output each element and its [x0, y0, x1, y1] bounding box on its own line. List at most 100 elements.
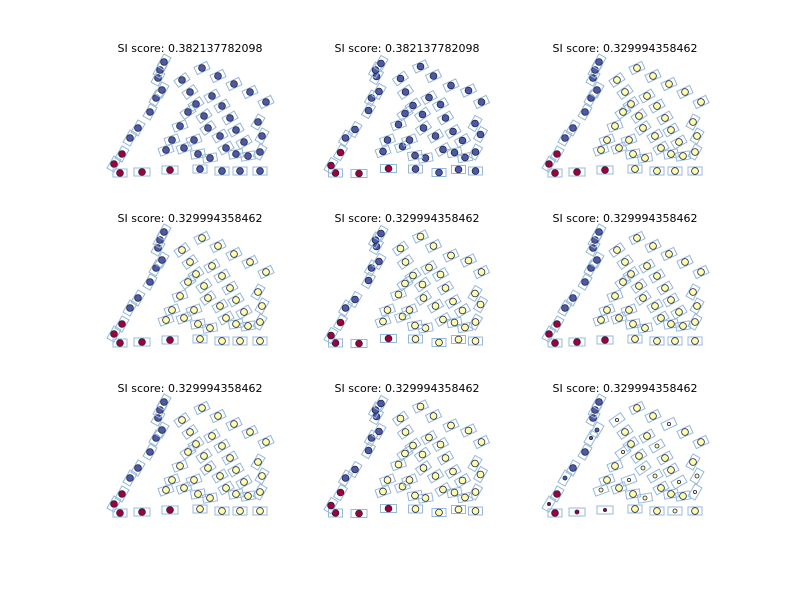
feature-box [646, 468, 664, 484]
data-point [631, 165, 639, 173]
data-point [619, 108, 627, 116]
feature-box [179, 104, 197, 120]
feature-box [444, 293, 462, 310]
feature-box [638, 88, 656, 104]
feature-box [189, 148, 207, 160]
data-point [661, 114, 669, 122]
data-point [158, 86, 166, 94]
data-point [425, 433, 433, 442]
data-point [551, 509, 559, 517]
data-point [653, 167, 661, 175]
data-point [118, 320, 126, 328]
data-point [166, 506, 174, 514]
feature-box [577, 443, 593, 461]
panel-5: SI score: 0.329994358462 [323, 212, 491, 348]
data-point [256, 148, 264, 156]
feature-box [133, 167, 151, 177]
feature-box [620, 473, 638, 487]
data-point [419, 294, 428, 302]
feature-box [211, 468, 229, 484]
data-point [134, 464, 142, 472]
data-point [476, 470, 485, 479]
data-point [694, 473, 700, 479]
feature-box [400, 473, 419, 487]
data-point [416, 62, 425, 71]
data-point [384, 164, 393, 173]
data-point [471, 148, 480, 156]
data-point [200, 112, 208, 120]
data-point [236, 337, 244, 345]
feature-box [371, 422, 387, 441]
data-point [621, 258, 629, 266]
data-point [611, 122, 619, 130]
feature-box [628, 230, 646, 246]
data-point [657, 314, 665, 322]
feature-box [453, 472, 472, 489]
feature-box [606, 119, 624, 133]
feature-box [648, 98, 666, 114]
data-point [643, 92, 651, 100]
feature-box [227, 148, 245, 160]
feature-box [451, 165, 466, 174]
feature-box [161, 335, 179, 345]
data-point [327, 501, 335, 510]
feature-box [192, 504, 208, 514]
data-point [240, 308, 248, 316]
feature-box [408, 164, 423, 174]
feature-box [467, 454, 483, 473]
feature-box [689, 297, 705, 315]
data-point [439, 145, 447, 154]
data-point [336, 318, 345, 327]
feature-box [406, 489, 424, 502]
feature-box [446, 146, 463, 159]
feature-box [549, 315, 565, 333]
feature-box [227, 462, 245, 478]
data-point [176, 122, 184, 130]
data-point [178, 76, 186, 84]
feature-box [227, 122, 245, 138]
data-point [689, 288, 697, 296]
feature-box [614, 104, 632, 120]
feature-box [195, 278, 213, 294]
feature-box [557, 299, 573, 317]
data-point [192, 440, 200, 448]
feature-box [400, 303, 419, 317]
feature-box [232, 506, 248, 516]
feature-box [214, 166, 230, 176]
data-point [401, 449, 409, 458]
data-point [454, 335, 463, 344]
feature-box [227, 488, 245, 500]
data-point [331, 339, 340, 347]
data-point [454, 505, 463, 514]
feature-box [374, 144, 392, 159]
data-point [168, 476, 176, 484]
data-point [379, 147, 387, 156]
data-point [110, 330, 118, 338]
data-point [621, 88, 629, 96]
data-point [409, 101, 417, 110]
data-point [118, 490, 126, 498]
data-point [186, 88, 194, 96]
feature-box [189, 318, 207, 330]
data-point [184, 108, 192, 116]
feature-box [408, 334, 423, 344]
data-point [569, 294, 577, 302]
data-point [232, 320, 240, 328]
feature-box [328, 168, 343, 178]
feature-box [187, 266, 205, 282]
data-point [256, 488, 264, 496]
panel-title: SI score: 0.382137782098 [118, 42, 263, 55]
data-point [256, 318, 264, 326]
data-point [627, 100, 635, 108]
data-point [160, 228, 168, 236]
data-point [208, 92, 216, 100]
feature-box [568, 337, 586, 347]
data-point [436, 440, 445, 449]
feature-box [622, 96, 640, 112]
data-point [416, 402, 425, 411]
feature-box [644, 68, 662, 84]
panels-grid: SI score: 0.382137782098 SI score: 0.3821… [106, 42, 710, 518]
data-point [258, 302, 266, 310]
data-point [419, 464, 428, 472]
feature-box [414, 460, 433, 476]
